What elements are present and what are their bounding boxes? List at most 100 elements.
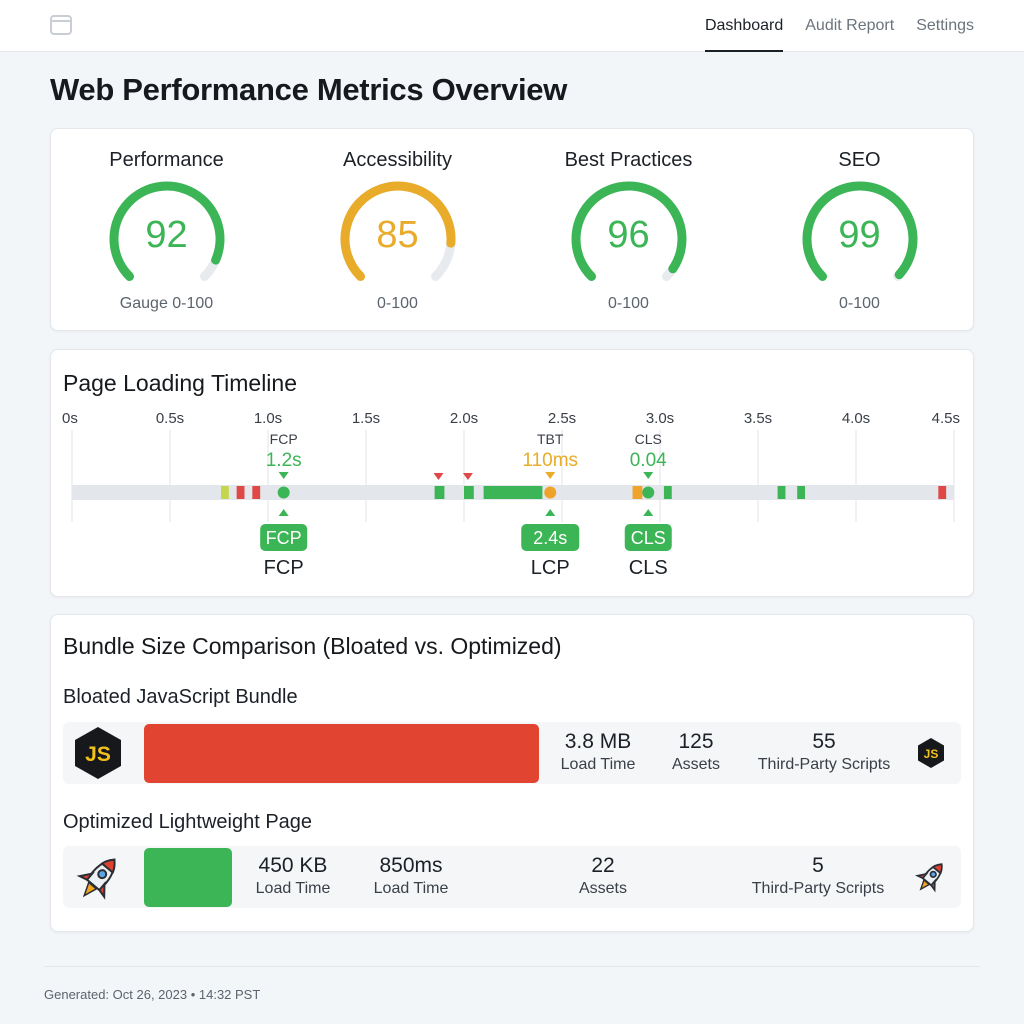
timeline-segment <box>236 486 245 499</box>
gauge-fill <box>802 181 918 281</box>
stat-load-time: 850ms Load Time <box>373 854 449 897</box>
js-badge-icon: JS <box>73 726 123 785</box>
marker-badge <box>521 524 580 551</box>
gauge-label: Best Practices <box>564 149 693 171</box>
timeline-segment <box>797 486 806 499</box>
gauge-value: 85 <box>376 214 419 256</box>
marker-pointer-up <box>278 509 289 516</box>
marker-pointer-down <box>545 472 556 479</box>
optimized-title: Optimized Lightweight Page <box>63 811 313 833</box>
bloated-size-bar <box>144 724 539 783</box>
gauge-fill <box>109 181 225 281</box>
svg-text:JS: JS <box>924 747 939 761</box>
timeline-tick-label: 0.5s <box>156 410 184 427</box>
gauge-label: SEO <box>838 149 881 171</box>
bloated-row: JS 3.8 MB Load Time 125 Assets 55 Third-… <box>63 722 961 784</box>
window-icon[interactable] <box>50 15 72 35</box>
gauge-fill <box>571 181 687 281</box>
warning-marker <box>433 473 444 480</box>
timeline-chart: 0s 0.5s 1.0s 1.5s 2.0s 2.5s 3.0s 3.5s 4.0s 4.5s FC… <box>62 410 960 579</box>
marker-top-label: CLS <box>635 431 662 447</box>
bundle-card: Bundle Size Comparison (Bloated vs. Opti… <box>50 614 974 932</box>
timeline-tick-label: 2.0s <box>450 410 478 427</box>
timeline-tick-label: 4.0s <box>842 410 870 427</box>
gauge-dial <box>571 181 687 281</box>
warning-marker <box>462 473 473 480</box>
js-badge-icon: JS <box>916 737 946 774</box>
stat-assets: 125 Assets <box>671 730 720 773</box>
gauge-performance: Performance 92 Gauge 0-100 <box>51 129 282 332</box>
marker-dot <box>642 486 655 499</box>
bundle-title: Bundle Size Comparison (Bloated vs. Opti… <box>63 633 562 659</box>
optimized-size-bar <box>144 848 232 907</box>
timeline-title: Page Loading Timeline <box>63 370 297 396</box>
footer-generated: Generated: Oct 26, 2023 • 14:32 PST <box>44 987 261 1002</box>
gauge-scale: 0-100 <box>377 295 418 312</box>
scores-card: Performance 92 Gauge 0-100 Accessibility… <box>50 128 974 331</box>
gauge-value: 96 <box>607 214 650 256</box>
gauge-label: Performance <box>109 149 224 171</box>
marker-dot <box>544 486 557 499</box>
marker-badge-text: FCP <box>266 528 302 548</box>
gauge-dial <box>109 181 225 281</box>
timeline-segment <box>938 486 947 499</box>
gauge-accessibility: Accessibility 85 0-100 <box>282 129 513 332</box>
nav-tabs: Dashboard Audit Report Settings <box>704 0 974 52</box>
optimized-row: 450 KB Load Time 850ms Load Time 22 Asse… <box>63 846 961 908</box>
marker-caption: LCP <box>531 557 570 579</box>
timeline-tick-label: 2.5s <box>548 410 576 427</box>
marker-caption: FCP <box>264 557 304 579</box>
marker-top-value: 1.2s <box>266 450 302 471</box>
rocket-icon <box>913 858 949 901</box>
timeline-segment <box>464 486 474 499</box>
marker-badge <box>624 524 672 551</box>
rocket-icon <box>73 851 125 910</box>
timeline-segment <box>663 486 672 499</box>
timeline-tick-label: 3.0s <box>646 410 674 427</box>
timeline-tick-label: 0s <box>62 410 78 427</box>
marker-badge-text: CLS <box>631 528 666 548</box>
timeline-segment <box>220 486 229 499</box>
timeline-tick-label: 3.5s <box>744 410 772 427</box>
timeline-tick-label: 4.5s <box>932 410 960 427</box>
gauge-label: Accessibility <box>343 149 452 171</box>
marker-pointer-up <box>545 509 556 516</box>
marker-dot <box>277 486 290 499</box>
svg-text:JS: JS <box>85 743 111 766</box>
marker-top-label: FCP <box>270 431 298 447</box>
gauge-scale: Gauge 0-100 <box>119 295 214 312</box>
marker-badge-text: 2.4s <box>533 528 567 548</box>
footer-divider <box>44 966 980 967</box>
tab-dashboard[interactable]: Dashboard <box>704 0 784 52</box>
gauge-scale: 0-100 <box>608 295 649 312</box>
timeline-segment <box>777 486 786 499</box>
stat-third-party-scripts: 55 Third-Party Scripts <box>757 730 891 773</box>
gauge-seo: SEO 99 0-100 <box>744 129 975 332</box>
marker-caption: CLS <box>629 557 668 579</box>
timeline-segment <box>483 486 543 499</box>
marker-top-value: 0.04 <box>630 450 667 471</box>
marker-top-value: 110ms <box>522 450 578 471</box>
marker-pointer-down <box>278 472 289 479</box>
gauge-value: 92 <box>145 214 188 256</box>
gauge-dial <box>802 181 918 281</box>
gauge-scale: 0-100 <box>839 295 880 312</box>
stat-assets: 22 Assets <box>578 854 627 897</box>
gauge-value: 99 <box>838 214 881 256</box>
page-title: Web Performance Metrics Overview <box>50 72 568 107</box>
tab-audit-report[interactable]: Audit Report <box>805 17 895 34</box>
stat-load-time: 3.8 MB Load Time <box>560 730 636 773</box>
tab-settings[interactable]: Settings <box>916 17 974 34</box>
timeline-tick-label: 1.5s <box>352 410 380 427</box>
stat-third-party-scripts: 5 Third-Party Scripts <box>751 854 885 897</box>
timeline-card: Page Loading Timeline 0s 0.5s 1.0s 1.5s 2.0s… <box>50 349 974 597</box>
gauge-best-practices: Best Practices 96 0-100 <box>513 129 744 332</box>
marker-badge <box>260 524 308 551</box>
top-bar: Dashboard Audit Report Settings <box>0 0 1024 52</box>
marker-top-label: TBT <box>537 431 564 447</box>
timeline-segment <box>252 486 261 499</box>
marker-pointer-up <box>643 509 654 516</box>
timeline-segment <box>434 486 445 499</box>
gauge-fill <box>340 181 456 281</box>
marker-pointer-down <box>643 472 654 479</box>
